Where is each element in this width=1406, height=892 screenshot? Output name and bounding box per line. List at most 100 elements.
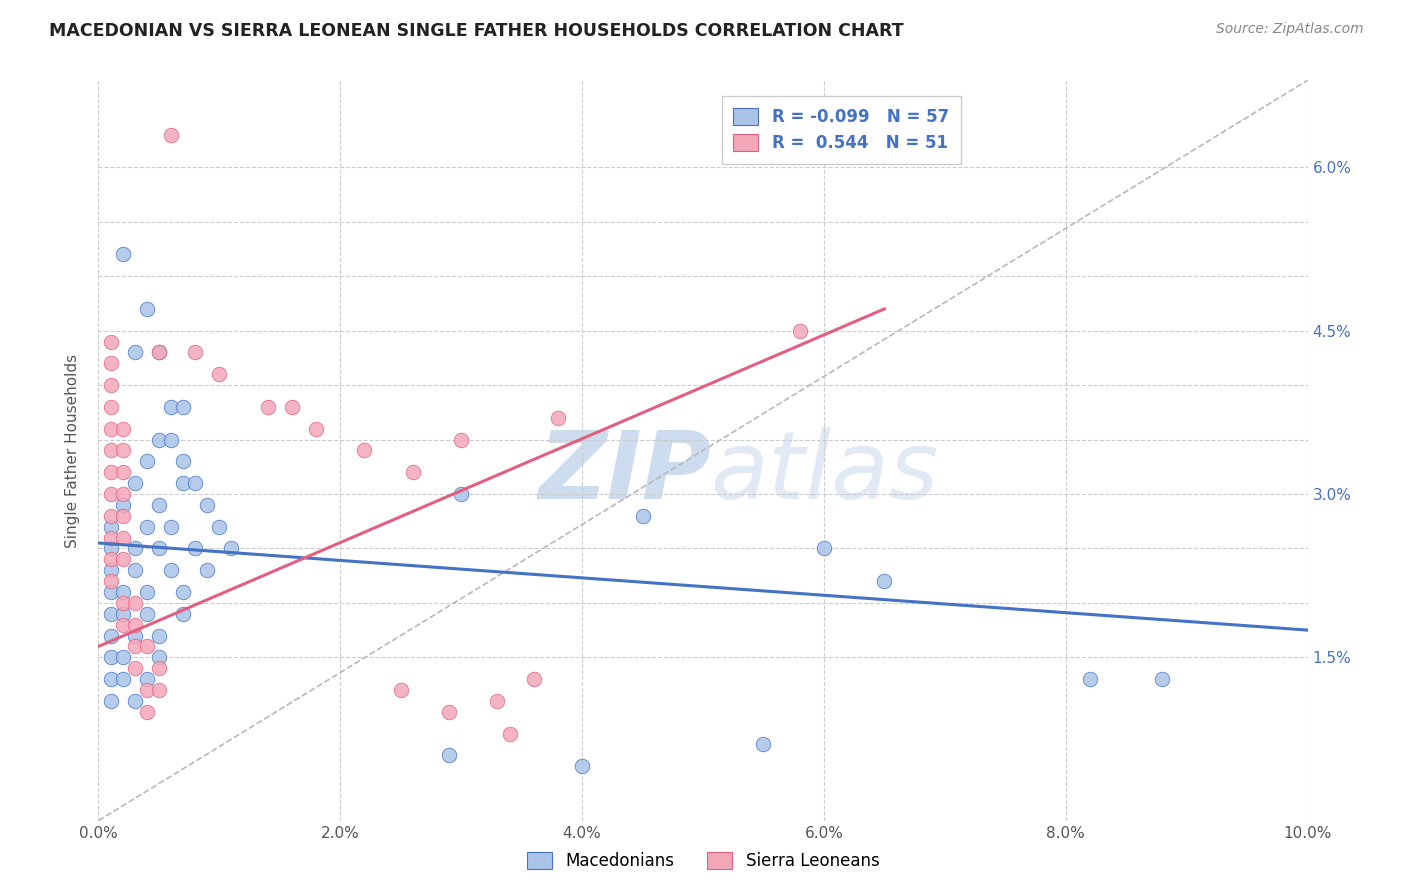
Point [160, 563, 183, 577]
Point [100, 541, 122, 556]
Point [813, 541, 835, 556]
Point [160, 519, 183, 533]
Point [148, 345, 170, 359]
Point [124, 596, 146, 610]
Point [124, 541, 146, 556]
Point [100, 422, 122, 436]
Point [389, 683, 412, 698]
Point [100, 628, 122, 642]
Point [100, 607, 122, 621]
Point [172, 607, 194, 621]
Point [124, 617, 146, 632]
Point [437, 705, 460, 719]
Point [100, 465, 122, 479]
Point [100, 519, 122, 533]
Point [547, 410, 569, 425]
Point [148, 628, 170, 642]
Point [111, 443, 134, 458]
Point [498, 726, 520, 740]
Point [111, 465, 134, 479]
Point [135, 672, 157, 686]
Point [111, 596, 134, 610]
Point [1152, 672, 1174, 686]
Point [100, 487, 122, 501]
Point [148, 683, 170, 698]
Point [124, 563, 146, 577]
Point [172, 476, 194, 491]
Point [111, 247, 134, 261]
Point [148, 661, 170, 675]
Point [160, 400, 183, 414]
Point [486, 694, 509, 708]
Point [148, 650, 170, 665]
Point [135, 519, 157, 533]
Point [111, 498, 134, 512]
Text: ZIP: ZIP [538, 426, 711, 518]
Point [148, 433, 170, 447]
Point [135, 301, 157, 316]
Point [124, 640, 146, 654]
Point [100, 443, 122, 458]
Point [1078, 672, 1101, 686]
Point [160, 433, 183, 447]
Point [172, 400, 194, 414]
Point [752, 738, 775, 752]
Point [135, 705, 157, 719]
Point [124, 345, 146, 359]
Point [450, 433, 472, 447]
Point [256, 400, 278, 414]
Point [111, 607, 134, 621]
Point [450, 487, 472, 501]
Point [184, 541, 207, 556]
Point [100, 508, 122, 523]
Point [124, 628, 146, 642]
Text: Source: ZipAtlas.com: Source: ZipAtlas.com [1216, 22, 1364, 37]
Point [184, 476, 207, 491]
Point [281, 400, 304, 414]
Text: atlas: atlas [710, 427, 938, 518]
Point [148, 541, 170, 556]
Point [111, 422, 134, 436]
Point [111, 672, 134, 686]
Point [148, 498, 170, 512]
Point [135, 640, 157, 654]
Point [100, 400, 122, 414]
Point [172, 585, 194, 599]
Point [571, 759, 593, 773]
Point [305, 422, 328, 436]
Legend: R = -0.099   N = 57, R =  0.544   N = 51: R = -0.099 N = 57, R = 0.544 N = 51 [721, 96, 960, 164]
Text: MACEDONIAN VS SIERRA LEONEAN SINGLE FATHER HOUSEHOLDS CORRELATION CHART: MACEDONIAN VS SIERRA LEONEAN SINGLE FATH… [49, 22, 904, 40]
Point [124, 476, 146, 491]
Point [100, 356, 122, 370]
Point [195, 563, 218, 577]
Point [111, 552, 134, 566]
Point [789, 324, 811, 338]
Point [100, 378, 122, 392]
Point [111, 508, 134, 523]
Point [148, 345, 170, 359]
Point [100, 552, 122, 566]
Point [221, 541, 243, 556]
Point [100, 334, 122, 349]
Legend: Macedonians, Sierra Leoneans: Macedonians, Sierra Leoneans [520, 845, 886, 877]
Point [208, 368, 231, 382]
Point [135, 607, 157, 621]
Point [523, 672, 546, 686]
Point [100, 694, 122, 708]
Point [402, 465, 425, 479]
Point [184, 345, 207, 359]
Point [135, 683, 157, 698]
Point [111, 650, 134, 665]
Point [111, 487, 134, 501]
Point [135, 454, 157, 468]
Point [172, 454, 194, 468]
Point [111, 617, 134, 632]
Y-axis label: Single Father Households: Single Father Households [65, 353, 80, 548]
Point [353, 443, 375, 458]
Point [208, 519, 231, 533]
Point [124, 661, 146, 675]
Point [100, 650, 122, 665]
Point [437, 748, 460, 763]
Point [160, 128, 183, 142]
Point [124, 694, 146, 708]
